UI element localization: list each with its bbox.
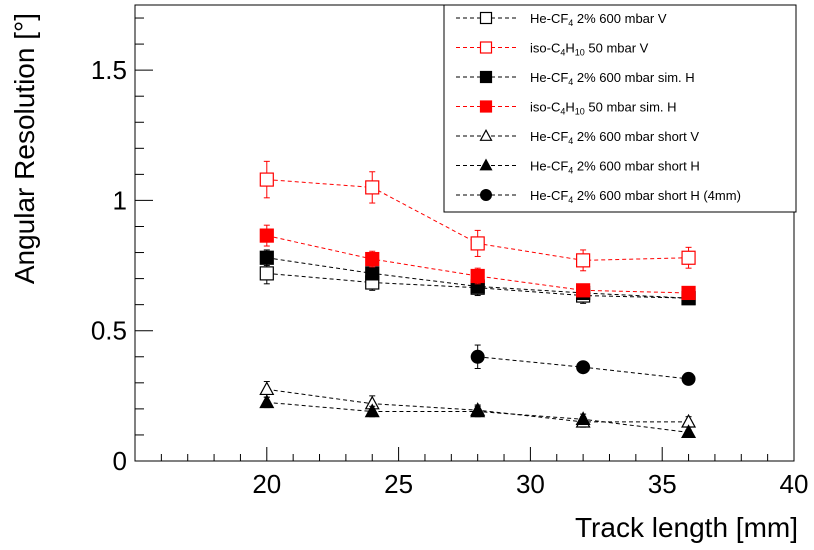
legend-label: He-CF4 2% 600 mbar short V [530, 129, 699, 146]
series-line [266, 235, 689, 294]
x-tick-label: 35 [648, 469, 677, 499]
x-tick-label: 25 [384, 469, 413, 499]
data-point-marker [480, 189, 492, 201]
legend-subscript: 4 [568, 77, 573, 87]
legend-text-part: He-CF [530, 188, 568, 203]
legend-entry: He-CF4 2% 600 mbar short H (4mm) [456, 188, 741, 205]
legend-text-part: 50 mbar V [585, 41, 649, 56]
legend-subscript: 4 [560, 48, 565, 58]
legend-text-part: iso-C [530, 41, 560, 56]
data-point-marker [259, 266, 274, 281]
data-point-marker [259, 228, 274, 243]
data-point-marker [681, 285, 696, 301]
legend-subscript: 10 [575, 48, 585, 58]
x-tick-label: 30 [516, 469, 545, 499]
legend-text-part: 2% 600 mbar short V [573, 129, 699, 144]
data-point-marker [365, 266, 380, 281]
x-tick-label: 20 [252, 469, 281, 499]
data-point-marker [681, 250, 696, 265]
series-5 [259, 394, 697, 439]
legend-label: He-CF4 2% 600 mbar V [530, 11, 667, 28]
y-tick-label: 1.5 [91, 55, 127, 85]
legend-label: iso-C4H10 50 mbar sim. H [530, 100, 677, 117]
data-point-marker [470, 349, 485, 364]
legend-text-part: 50 mbar sim. H [585, 100, 677, 115]
legend-text-part: 2% 600 mbar short H [573, 159, 699, 174]
data-point-marker [470, 403, 486, 418]
data-point-marker [259, 172, 274, 187]
legend-entry: iso-C4H10 50 mbar V [456, 41, 649, 58]
legend-subscript: 4 [568, 195, 573, 205]
data-point-marker [479, 11, 493, 25]
data-point-marker [681, 371, 696, 386]
y-tick-label: 0 [113, 446, 127, 476]
data-point-marker [259, 381, 275, 396]
data-point-marker [259, 394, 275, 409]
data-point-marker [365, 180, 380, 195]
legend-label: iso-C4H10 50 mbar V [530, 41, 649, 58]
legend-box [443, 4, 797, 213]
legend-text-part: He-CF [530, 70, 568, 85]
x-axis-title: Track length [mm] [575, 512, 798, 543]
legend-entry: He-CF4 2% 600 mbar short H [456, 158, 700, 176]
data-point-marker [470, 236, 485, 251]
data-point-marker [364, 403, 380, 418]
data-point-marker [259, 250, 274, 265]
series-3 [259, 224, 696, 301]
data-point-marker [365, 251, 380, 267]
legend-text-part: He-CF [530, 11, 568, 26]
legend-label: He-CF4 2% 600 mbar short H (4mm) [530, 188, 741, 205]
data-point-marker [479, 128, 493, 141]
data-point-marker [576, 360, 591, 375]
legend-subscript: 10 [575, 107, 585, 117]
series-1 [259, 160, 696, 272]
legend-text-part: 2% 600 mbar V [573, 11, 667, 26]
legend-text-part: H [565, 41, 574, 56]
legend-subscript: 4 [568, 136, 573, 146]
series-6 [470, 344, 696, 386]
legend-text-part: He-CF [530, 129, 568, 144]
x-tick-label: 40 [780, 469, 809, 499]
y-axis-title: Angular Resolution [°] [9, 13, 40, 284]
legend-entry: He-CF4 2% 600 mbar V [456, 11, 667, 28]
legend-subscript: 4 [568, 166, 573, 176]
data-point-marker [470, 268, 485, 284]
y-tick-label: 1 [113, 185, 127, 215]
data-point-marker [479, 41, 493, 54]
legend-text-part: He-CF [530, 159, 568, 174]
legend-text-part: H [565, 100, 574, 115]
data-point-marker [479, 100, 493, 113]
data-point-marker [479, 70, 493, 84]
data-point-marker [576, 253, 591, 268]
legend-text-part: 2% 600 mbar sim. H [573, 70, 694, 85]
legend-label: He-CF4 2% 600 mbar short H [530, 159, 700, 176]
legend-entry: He-CF4 2% 600 mbar short V [456, 128, 699, 146]
data-point-marker [576, 283, 591, 298]
legend-entry: iso-C4H10 50 mbar sim. H [456, 100, 677, 117]
legend-subscript: 4 [568, 18, 573, 28]
data-point-marker [575, 411, 591, 426]
legend-entry: He-CF4 2% 600 mbar sim. H [456, 70, 695, 87]
y-tick-label: 0.5 [91, 316, 127, 346]
data-point-marker [681, 424, 697, 439]
legend-text-part: 2% 600 mbar short H (4mm) [573, 188, 741, 203]
legend-subscript: 4 [560, 107, 565, 117]
data-point-marker [479, 158, 493, 171]
legend-text-part: iso-C [530, 100, 560, 115]
legend-label: He-CF4 2% 600 mbar sim. H [530, 70, 695, 87]
